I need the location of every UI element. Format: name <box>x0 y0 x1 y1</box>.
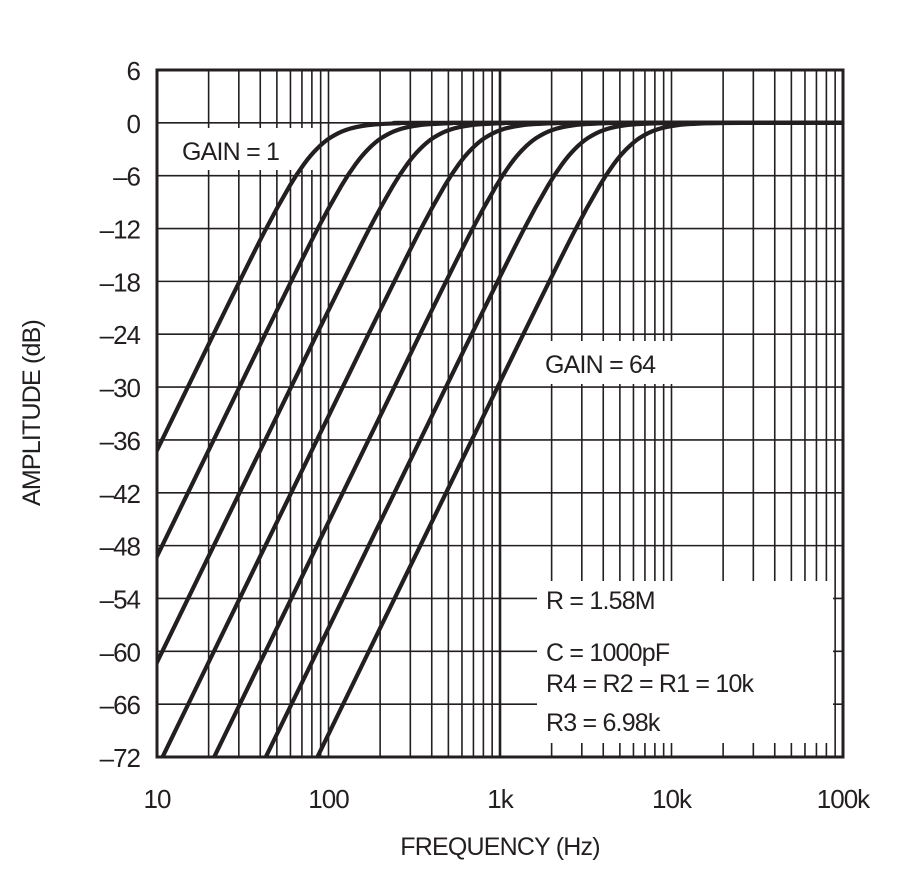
series-line-7 <box>315 120 843 757</box>
gain-high-label-bg <box>527 341 697 384</box>
gain-high-label: GAIN = 64 <box>545 351 656 379</box>
y-tick-labels: 6 0 –6 –12 –18 –24 –30 –36 –42 –48 –54 –60 –66 –72 <box>100 56 142 773</box>
x-tick-label: 1k <box>487 784 514 814</box>
x-tick-label: 10k <box>652 784 693 814</box>
x-axis-title: FREQUENCY (Hz) <box>400 833 599 861</box>
y-tick-label: –6 <box>113 162 140 192</box>
x-tick-label: 100k <box>817 784 871 814</box>
y-tick-label: –48 <box>100 532 141 562</box>
y-tick-label: –42 <box>100 479 141 509</box>
series-line-6 <box>263 120 843 757</box>
y-tick-label: 6 <box>127 56 141 86</box>
y-tick-label: –72 <box>100 743 141 773</box>
param-r4-r2-r1: R4 = R2 = R1 = 10k <box>546 670 755 698</box>
y-tick-label: –24 <box>100 320 141 350</box>
series-line-5 <box>211 120 843 757</box>
param-r3: R3 = 6.98k <box>546 709 661 737</box>
y-tick-label: –66 <box>100 690 141 720</box>
series-line-2 <box>157 120 843 562</box>
y-tick-label: –18 <box>100 267 141 297</box>
annotation-backgrounds <box>170 128 833 743</box>
y-tick-label: –12 <box>100 215 141 245</box>
y-tick-label: 0 <box>127 109 141 139</box>
gain-low-label: GAIN = 1 <box>182 138 279 166</box>
y-tick-label: –36 <box>100 426 141 456</box>
y-tick-label: –54 <box>100 584 141 614</box>
param-r: R = 1.58M <box>546 587 655 615</box>
series-group <box>157 120 843 757</box>
params-box-bg <box>537 581 833 743</box>
gain-low-label-bg <box>170 128 315 170</box>
series-line-4 <box>160 120 843 757</box>
x-tick-labels: 10 100 1k 10k 100k <box>144 784 873 814</box>
y-tick-label: –30 <box>100 373 141 403</box>
plot-frame <box>155 68 845 759</box>
series-line-3 <box>157 120 843 668</box>
param-c: C = 1000pF <box>546 639 670 667</box>
x-tick-label: 100 <box>308 784 349 814</box>
x-tick-label: 10 <box>144 784 171 814</box>
series-line-1 <box>157 120 843 456</box>
y-tick-label: –60 <box>100 637 141 667</box>
y-axis-title: AMPLITUDE (dB) <box>18 320 46 506</box>
